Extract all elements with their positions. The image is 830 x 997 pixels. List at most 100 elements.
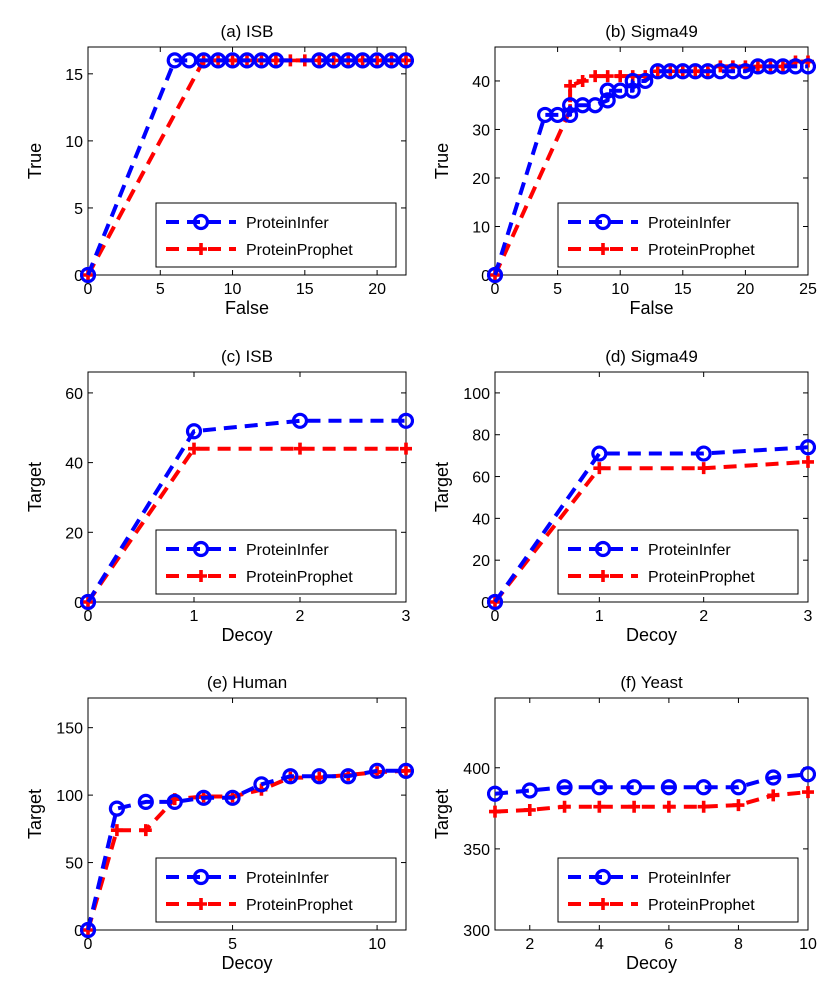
data-point-marker [697, 462, 710, 475]
data-point-marker [400, 442, 412, 455]
legend-marker [192, 213, 210, 231]
x-tick-label: 20 [368, 281, 386, 298]
data-point-marker [108, 800, 126, 817]
legend-marker [597, 898, 609, 910]
data-point-marker [311, 768, 328, 785]
legend-marker [192, 868, 210, 886]
x-tick-label: 10 [611, 281, 629, 298]
series-protein-prophet [82, 442, 412, 608]
y-axis-label: Target [25, 789, 45, 839]
data-point-marker [576, 74, 589, 87]
y-axis-label: Target [432, 462, 452, 512]
legend-label: ProteinProphet [648, 242, 755, 259]
legend-item: ProteinProphet [166, 897, 353, 914]
y-tick-label: 20 [65, 525, 83, 542]
series-protein-prophet [489, 786, 814, 818]
legend-item: ProteinProphet [568, 242, 755, 259]
series-line [493, 445, 809, 604]
series-line [494, 772, 809, 796]
x-tick-label: 6 [664, 936, 673, 953]
y-axis-label: Target [432, 789, 452, 839]
data-point-marker [591, 445, 608, 462]
legend-label: ProteinProphet [246, 242, 353, 259]
x-tick-label: 0 [84, 936, 93, 953]
data-point-marker [487, 266, 504, 283]
x-tick-label: 3 [804, 608, 813, 625]
data-point-marker [662, 800, 675, 813]
data-point-marker [564, 79, 577, 92]
data-point-marker [802, 455, 814, 468]
legend-marker [597, 570, 609, 582]
data-point-marker [80, 266, 97, 283]
x-tick-label: 25 [799, 281, 817, 298]
data-point-marker [593, 800, 606, 813]
series-protein-infer [80, 412, 414, 610]
data-point-marker [267, 52, 285, 69]
legend-marker [195, 243, 207, 255]
data-point-marker [660, 779, 677, 796]
data-point-marker [185, 423, 203, 440]
y-tick-label: 15 [65, 67, 83, 84]
x-tick-label: 15 [296, 281, 314, 298]
x-axis-label: Decoy [221, 625, 272, 645]
legend: ProteinInfer ProteinProphet [155, 202, 397, 268]
y-tick-label: 0 [74, 268, 83, 285]
data-point-marker [767, 789, 780, 802]
y-tick-label: 40 [472, 511, 490, 528]
y-tick-label: 350 [463, 842, 490, 859]
y-tick-label: 80 [472, 428, 490, 445]
data-point-marker [397, 52, 414, 69]
data-point-marker [562, 106, 579, 124]
x-tick-label: 5 [228, 936, 237, 953]
data-point-marker [624, 82, 641, 99]
y-tick-label: 300 [463, 923, 490, 940]
x-axis-label: False [629, 298, 673, 318]
legend-marker [195, 898, 207, 910]
legend-marker [594, 868, 612, 886]
y-tick-label: 150 [56, 721, 83, 738]
legend-box [557, 202, 799, 268]
x-tick-label: 5 [156, 281, 165, 298]
legend-item: ProteinProphet [568, 897, 755, 914]
y-tick-label: 400 [463, 761, 490, 778]
legend-item: ProteinProphet [166, 242, 353, 259]
data-point-marker [166, 793, 183, 810]
legend-item: ProteinProphet [568, 569, 755, 586]
x-tick-label: 2 [525, 936, 534, 953]
legend-box [155, 529, 397, 595]
series-line [493, 459, 809, 604]
data-point-marker [799, 58, 816, 75]
data-point-marker [188, 442, 200, 455]
chart-title: (c) ISB [221, 347, 273, 366]
legend: ProteinInfer ProteinProphet [557, 529, 799, 595]
data-point-marker [195, 789, 212, 806]
series-protein-infer [487, 58, 816, 283]
series-protein-infer [80, 52, 414, 283]
data-point-marker [765, 769, 782, 786]
legend-item: ProteinInfer [568, 540, 731, 559]
data-point-marker [626, 779, 643, 796]
legend-label: ProteinProphet [648, 569, 755, 586]
legend-label: ProteinInfer [648, 542, 731, 559]
y-axis-label: Target [25, 462, 45, 512]
series-line [86, 446, 406, 604]
x-tick-label: 0 [491, 608, 500, 625]
series-protein-infer [487, 766, 816, 802]
chart-title: (a) ISB [221, 22, 274, 41]
data-point-marker [489, 805, 501, 818]
legend: ProteinInfer ProteinProphet [155, 529, 397, 595]
x-tick-label: 4 [595, 936, 604, 953]
panel-f: (f) Yeast 2 4 6 8 10 300 350 400 Decoy Target Prote… [432, 673, 817, 973]
x-tick-label: 10 [224, 281, 242, 298]
legend-marker [597, 243, 609, 255]
panel-a: (a) ISB 0 5 10 15 20 0 5 10 15 False True ProteinInf… [25, 22, 414, 318]
y-tick-label: 20 [472, 553, 490, 570]
x-axis-label: Decoy [626, 953, 677, 973]
y-axis-label: True [25, 143, 45, 179]
y-tick-label: 60 [65, 386, 83, 403]
legend-item: ProteinProphet [166, 569, 353, 586]
legend: ProteinInfer ProteinProphet [557, 857, 799, 923]
legend-label: ProteinInfer [246, 870, 329, 887]
legend-label: ProteinProphet [648, 897, 755, 914]
